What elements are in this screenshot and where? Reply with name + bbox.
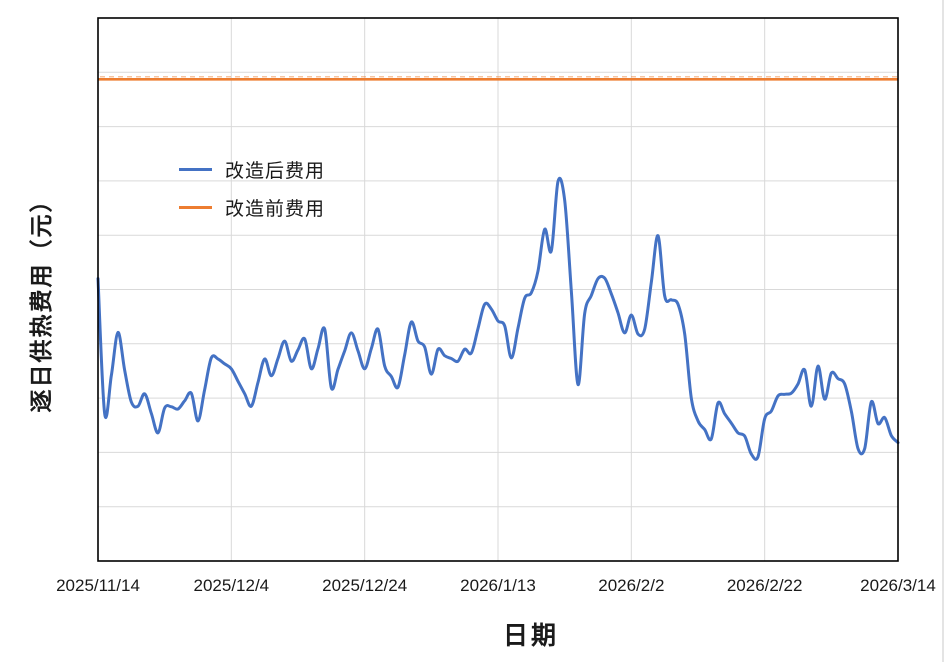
legend: 改造后费用 改造前费用 (179, 150, 325, 226)
legend-item-after: 改造后费用 (179, 150, 325, 188)
legend-line-swatch-after (179, 167, 212, 171)
legend-item-before: 改造前费用 (179, 188, 325, 226)
after-series-line (96, 176, 900, 461)
legend-label-before: 改造前费用 (225, 198, 326, 220)
legend-label-after: 改造后费用 (225, 160, 326, 182)
legend-line-swatch-before (179, 205, 212, 209)
x-axis-title: 日期 (502, 622, 560, 650)
plot-border (97, 17, 899, 562)
y-axis-title: 逐日供热费用（元） (28, 187, 54, 413)
